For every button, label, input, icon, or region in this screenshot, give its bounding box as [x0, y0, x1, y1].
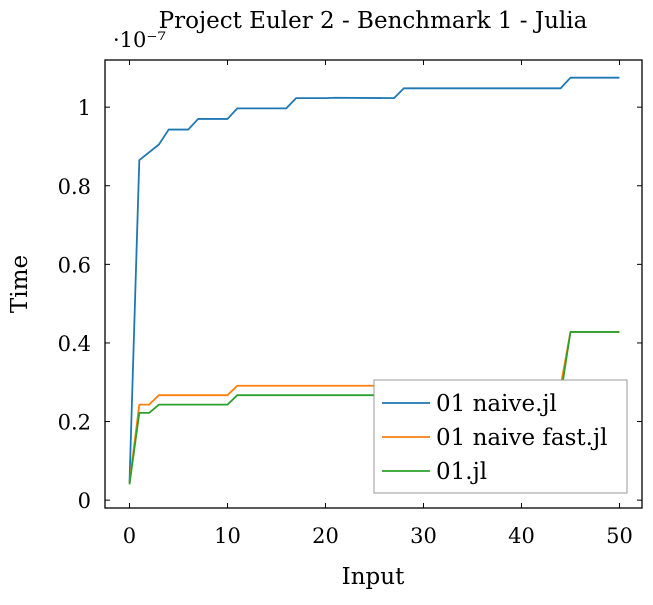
x-tick-label: 20 — [312, 524, 339, 548]
y-axis-title: Time — [7, 255, 33, 313]
x-tick-label: 10 — [214, 524, 241, 548]
series-line-3 — [128, 331, 620, 485]
chart-title: Project Euler 2 - Benchmark 1 - Julia — [159, 8, 588, 34]
y-tick-label: 0.2 — [58, 411, 91, 435]
legend: 01 naive.jl 01 naive fast.jl 01.jl — [373, 379, 628, 494]
y-scale-note: ·10⁻⁷ — [113, 28, 166, 52]
y-tick-label: 0 — [78, 489, 91, 513]
y-tick-label: 0.8 — [58, 175, 91, 199]
y-tick-label: 0.4 — [58, 332, 91, 356]
x-tick-label: 40 — [508, 524, 535, 548]
y-tick-label: 1 — [78, 96, 91, 120]
x-tick-label: 0 — [123, 524, 136, 548]
x-axis-title: Input — [342, 564, 405, 590]
legend-label-series-2: 01 naive fast.jl — [436, 425, 607, 451]
x-tick-label: 50 — [606, 524, 633, 548]
series-line-1 — [128, 76, 620, 483]
plot-area-frame — [104, 59, 643, 509]
legend-label-series-3: 01.jl — [436, 459, 487, 485]
x-tick-label: 30 — [410, 524, 437, 548]
y-tick-label: 0.6 — [58, 253, 91, 277]
legend-label-series-1: 01 naive.jl — [436, 391, 557, 417]
